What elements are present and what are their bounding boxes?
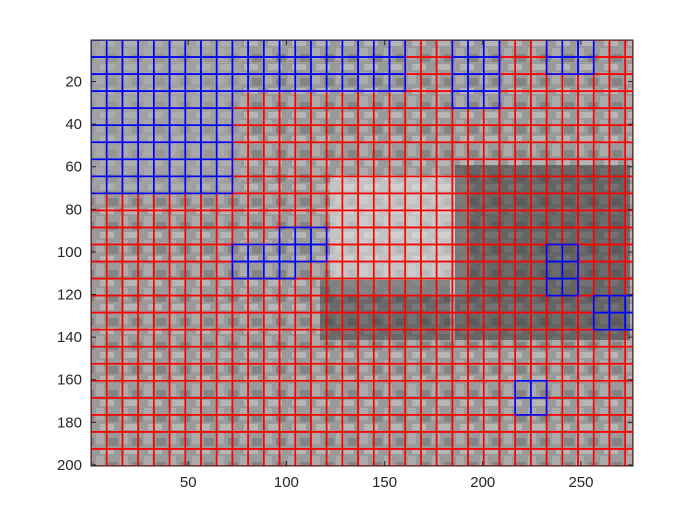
grid-cell-blue — [310, 243, 328, 263]
y-tick-label: 60 — [65, 159, 82, 176]
y-tick-label: 20 — [65, 74, 82, 91]
grid-cell-blue — [482, 90, 501, 109]
grid-cell-blue — [561, 277, 579, 297]
y-tick-label: 80 — [65, 201, 82, 218]
x-tick-label: 250 — [568, 474, 593, 491]
x-axis: 50 100 150 200 250 — [180, 40, 593, 491]
grid-cell-blue — [530, 397, 548, 416]
image-dark-region — [455, 165, 630, 340]
y-axis: 20 40 60 80 100 120 140 160 180 200 — [57, 74, 633, 474]
grid-cell-blue — [388, 73, 407, 92]
plot-area — [91, 40, 633, 466]
axes-box — [90, 39, 634, 467]
image-bright-region — [330, 175, 470, 295]
grid-cell-blue — [215, 175, 234, 195]
y-tick-label: 100 — [57, 244, 82, 261]
grid-cell-blue — [278, 260, 297, 280]
y-tick-label: 160 — [57, 372, 82, 389]
y-tick-label: 40 — [65, 116, 82, 133]
image-dark-region-2 — [320, 280, 450, 340]
y-tick-label: 200 — [57, 457, 82, 474]
x-tick-label: 100 — [274, 474, 299, 491]
grid-cell-blue — [577, 56, 595, 75]
image-light-top — [91, 40, 241, 190]
y-tick-label: 180 — [57, 414, 82, 431]
x-tick-label: 150 — [372, 474, 397, 491]
y-tick-label: 120 — [57, 287, 82, 304]
grid-overlay — [91, 40, 633, 466]
x-tick-label: 50 — [180, 474, 197, 491]
y-tick-label: 140 — [57, 329, 82, 346]
x-tick-label: 200 — [470, 474, 495, 491]
